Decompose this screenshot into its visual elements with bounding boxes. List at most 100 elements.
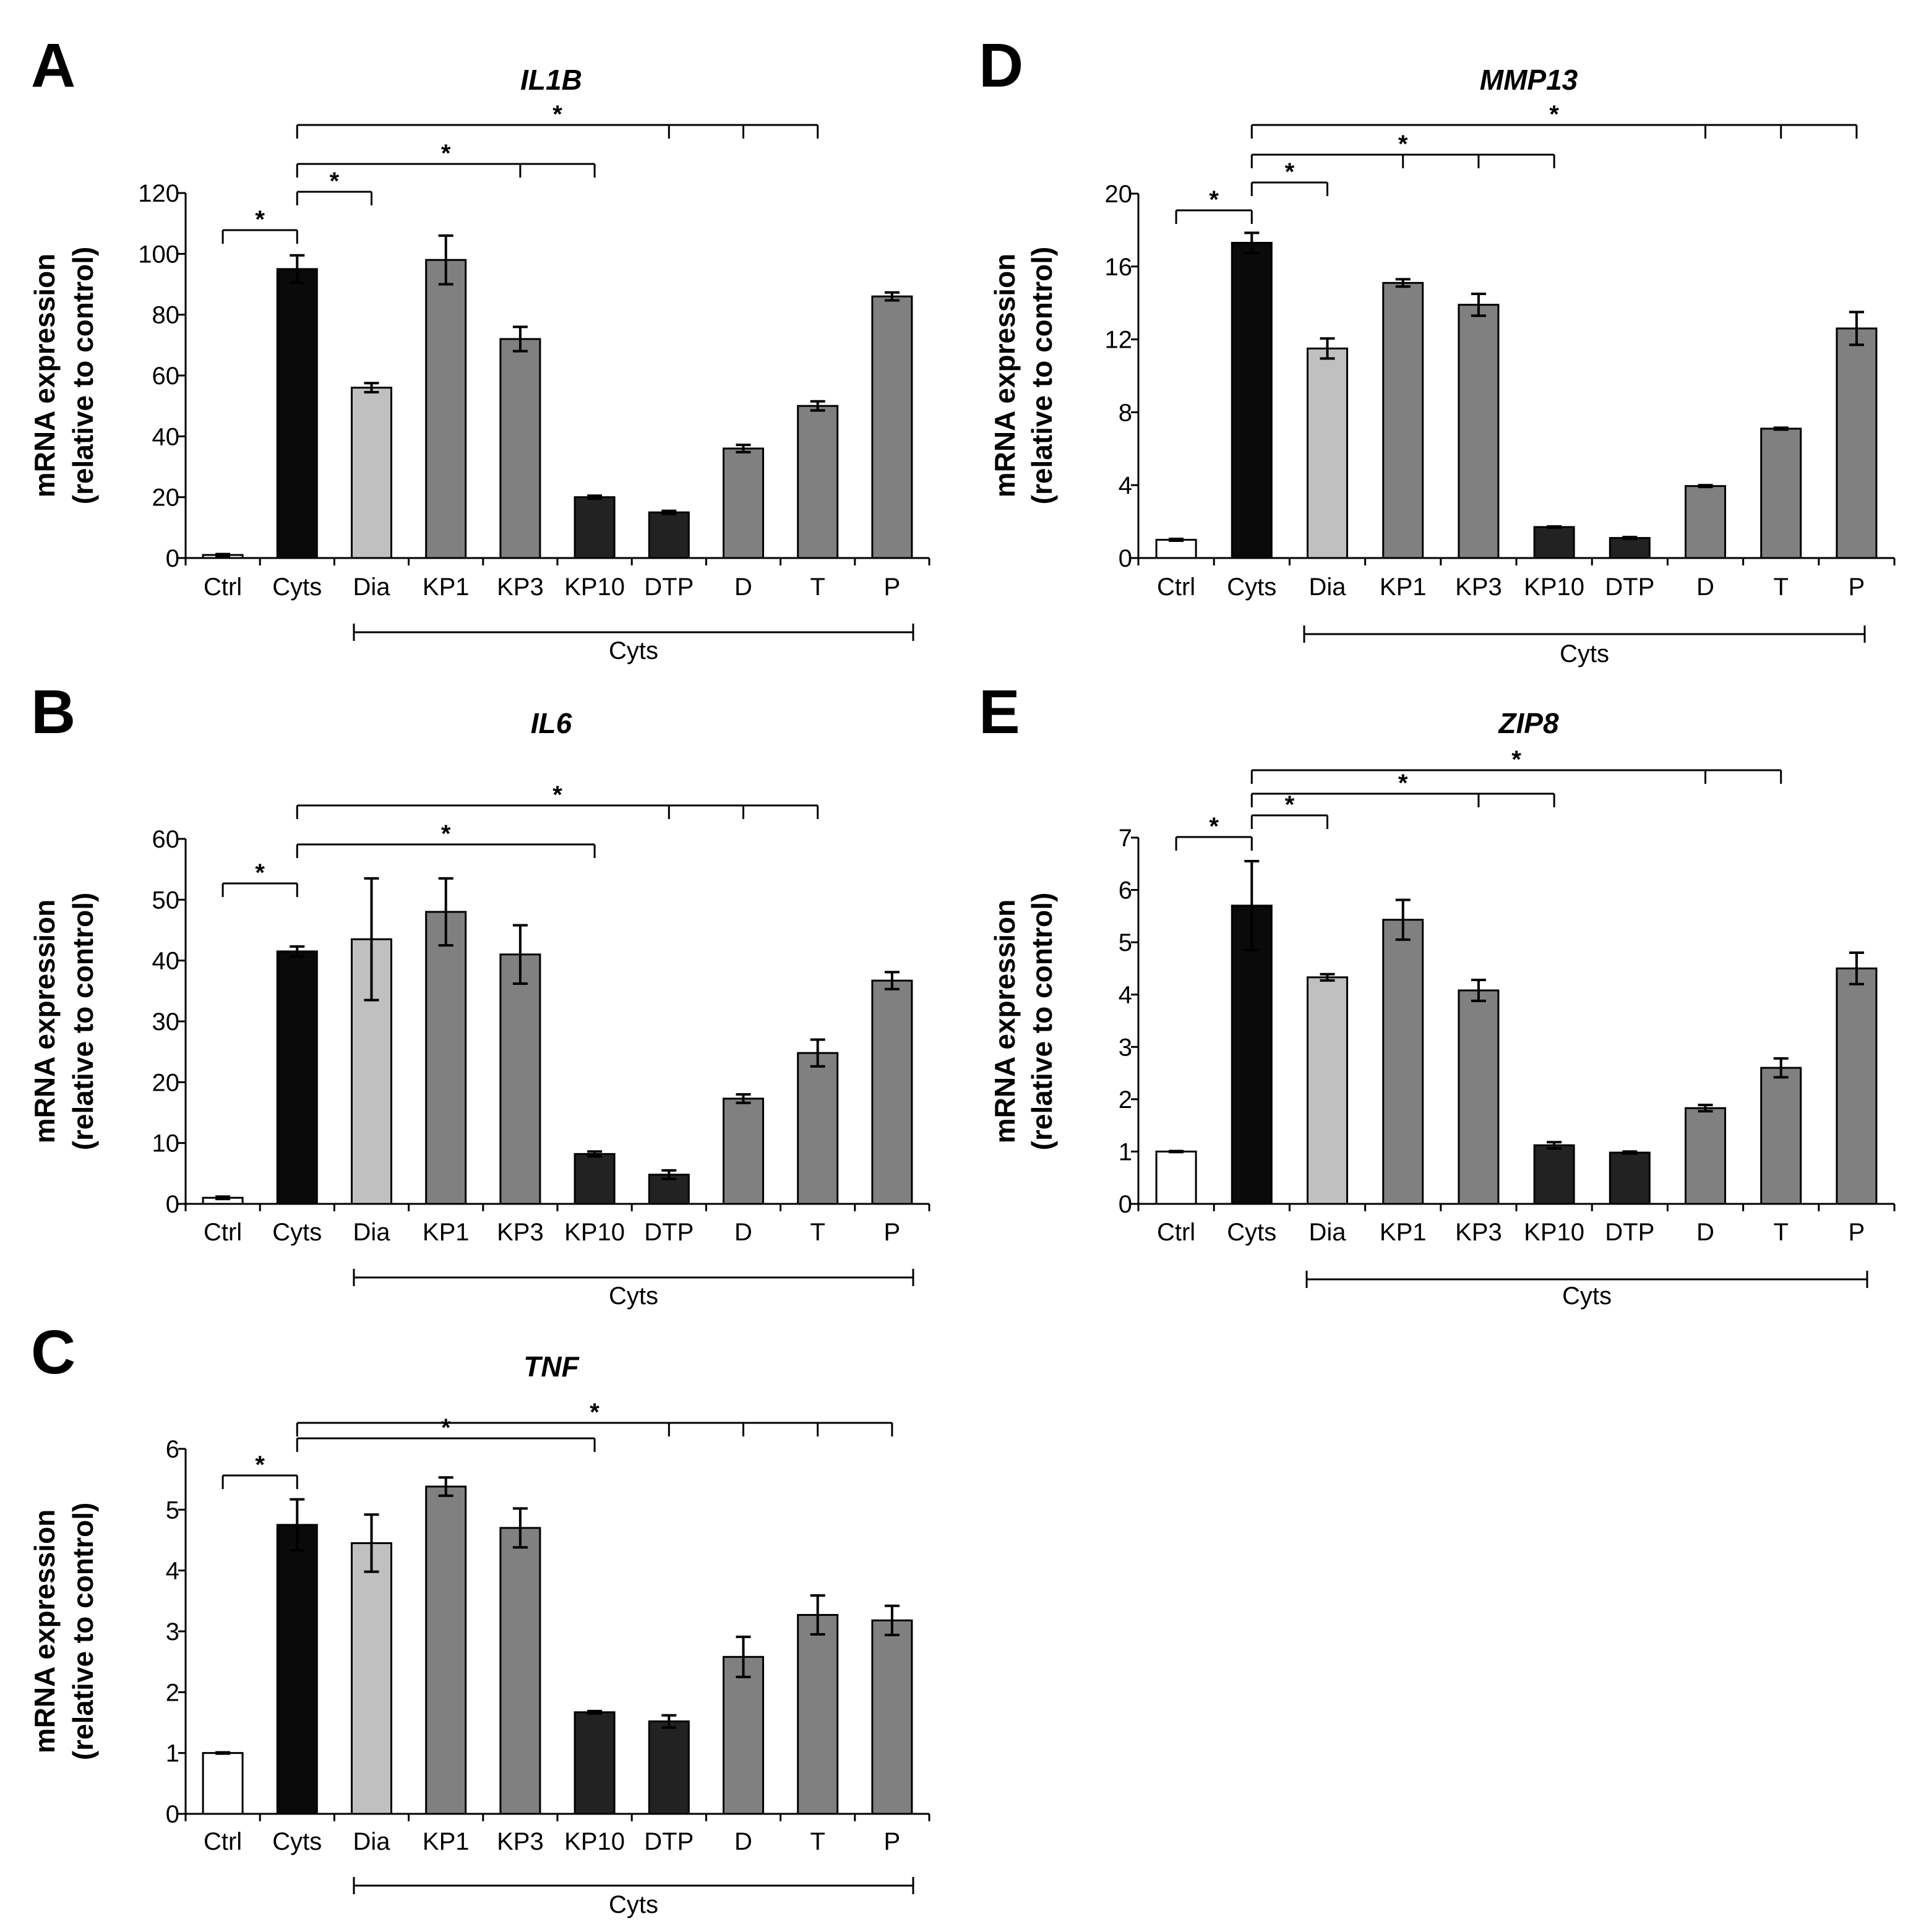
- bar-dia: [1307, 347, 1348, 559]
- y-tick-label: 0: [166, 545, 179, 572]
- y-tick-label: 100: [138, 241, 179, 268]
- x-tick-label: Cyts: [272, 1828, 322, 1855]
- bar-p: [871, 979, 913, 1205]
- panel-d: D MMP13 mRNA expression (relative to contro…: [979, 31, 1896, 668]
- y-axis-label: (relative to control): [1026, 893, 1058, 1151]
- panel-e: E ZIP8 mRNA expression (relative to control…: [979, 677, 1896, 1310]
- x-tick-label: Dia: [353, 573, 390, 601]
- y-tick-label: 0: [1119, 1191, 1132, 1218]
- bar-kp10: [574, 496, 616, 559]
- x-tick-label: DTP: [1605, 573, 1654, 601]
- bar-d: [723, 447, 764, 559]
- x-tick-label: Cyts: [272, 573, 322, 601]
- x-tick-label: KP3: [497, 1828, 544, 1855]
- x-tick-label: KP1: [1380, 1219, 1427, 1246]
- significance-star: *: [552, 781, 562, 809]
- significance-star: *: [255, 1451, 265, 1479]
- group-label: Cyts: [609, 1282, 658, 1310]
- x-tick-label: P: [884, 573, 901, 601]
- y-tick-label: 12: [1105, 327, 1133, 354]
- y-tick-label: 1: [1119, 1138, 1132, 1166]
- significance-star: *: [1209, 813, 1219, 840]
- bar-d: [723, 1655, 764, 1815]
- bar-t: [797, 1613, 839, 1815]
- significance-star: *: [255, 206, 265, 233]
- y-axis-label: mRNA expression: [989, 254, 1021, 498]
- x-tick-label: KP1: [423, 1219, 470, 1246]
- y-tick-label: 3: [166, 1618, 179, 1646]
- significance-star: *: [1511, 746, 1521, 773]
- chart-title: MMP13: [1480, 64, 1578, 96]
- x-tick-label: D: [1696, 573, 1714, 601]
- y-tick-label: 4: [166, 1558, 179, 1585]
- panel-letter: A: [31, 31, 75, 100]
- bar-p: [871, 295, 913, 559]
- bar-dtp: [1609, 537, 1651, 559]
- bar-dia: [1307, 976, 1348, 1205]
- bar-dia: [351, 1542, 392, 1815]
- y-axis-label: mRNA expression: [989, 899, 1021, 1144]
- y-axis-label: mRNA expression: [28, 899, 61, 1144]
- y-tick-label: 20: [1105, 181, 1133, 208]
- y-tick-label: 5: [1119, 929, 1132, 956]
- y-tick-label: 4: [1119, 982, 1132, 1009]
- y-tick-label: 2: [166, 1679, 179, 1706]
- significance-star: *: [1549, 101, 1559, 128]
- x-tick-label: Ctrl: [204, 1219, 242, 1246]
- y-tick-label: 6: [166, 1436, 179, 1463]
- y-tick-label: 40: [152, 948, 180, 975]
- y-tick-label: 60: [152, 826, 180, 853]
- significance-star: *: [552, 101, 562, 128]
- significance-star: *: [1209, 186, 1219, 213]
- bar-kp1: [425, 259, 467, 559]
- bar-ctrl: [1155, 1150, 1197, 1205]
- group-label: Cyts: [1560, 640, 1609, 668]
- bar-ctrl: [202, 1752, 244, 1815]
- y-axis-label: (relative to control): [1026, 247, 1058, 505]
- x-tick-label: KP10: [564, 1219, 625, 1246]
- significance-star: *: [590, 1399, 599, 1426]
- bar-cyts: [276, 268, 318, 559]
- bar-d: [1685, 1107, 1726, 1205]
- x-tick-label: D: [734, 1219, 752, 1246]
- y-tick-label: 7: [1119, 825, 1132, 852]
- y-tick-label: 120: [138, 180, 179, 207]
- bar-kp3: [1458, 989, 1500, 1205]
- significance-star: *: [441, 1414, 451, 1441]
- panel-letter: D: [979, 31, 1023, 100]
- y-axis-label: (relative to control): [67, 893, 99, 1151]
- group-label: Cyts: [1562, 1282, 1612, 1310]
- panel-letter: E: [979, 677, 1020, 747]
- bar-cyts: [276, 950, 318, 1205]
- bar-kp3: [1458, 304, 1500, 559]
- x-tick-label: P: [1849, 573, 1865, 601]
- x-tick-label: Dia: [1309, 1219, 1346, 1246]
- y-tick-label: 0: [166, 1191, 179, 1218]
- x-tick-label: D: [1696, 1219, 1714, 1246]
- bar-kp10: [1533, 526, 1575, 559]
- y-tick-label: 30: [152, 1008, 180, 1036]
- y-tick-label: 20: [152, 484, 180, 512]
- group-label: Cyts: [609, 1891, 658, 1918]
- significance-star: *: [441, 140, 451, 167]
- y-tick-label: 10: [152, 1130, 180, 1157]
- significance-star: *: [1285, 158, 1295, 186]
- bar-kp3: [499, 953, 541, 1205]
- x-tick-label: D: [734, 1828, 752, 1855]
- x-tick-label: Ctrl: [204, 573, 242, 601]
- bar-dia: [351, 387, 392, 559]
- x-tick-label: Ctrl: [204, 1828, 242, 1855]
- y-tick-label: 0: [1119, 545, 1132, 572]
- bar-kp3: [499, 338, 541, 559]
- x-tick-label: Dia: [1309, 573, 1346, 601]
- bar-kp1: [1382, 281, 1424, 559]
- x-tick-label: T: [810, 1828, 825, 1855]
- x-tick-label: P: [1849, 1219, 1865, 1246]
- significance-star: *: [330, 168, 340, 195]
- y-tick-label: 16: [1105, 254, 1133, 281]
- x-tick-label: KP3: [497, 573, 544, 601]
- panel-c: C TNF mRNA expression (relative to control)…: [28, 1318, 930, 1918]
- bar-t: [797, 1052, 839, 1205]
- chart-title: TNF: [523, 1350, 580, 1383]
- bar-dtp: [648, 1720, 690, 1815]
